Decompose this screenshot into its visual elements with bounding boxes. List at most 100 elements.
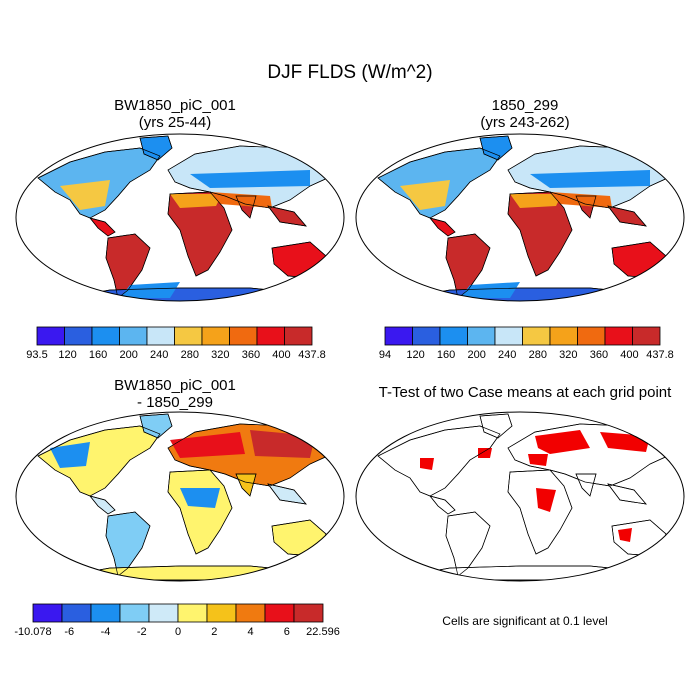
colorbar-box <box>264 603 295 623</box>
colorbar-box <box>90 603 121 623</box>
map-ttest <box>355 411 685 582</box>
coastline-samerica <box>105 511 151 577</box>
colorbar-tick-label: 94 <box>379 349 391 361</box>
colorbar-box <box>91 326 120 346</box>
colorbar-tick-label: -4 <box>101 626 111 638</box>
map-border <box>355 133 685 302</box>
colorbar-box <box>235 603 266 623</box>
region-west-canada <box>50 442 90 468</box>
colorbar-tick-label: 240 <box>498 349 516 361</box>
map-border <box>355 411 685 582</box>
significant-region-0 <box>535 430 590 454</box>
region-sahara <box>510 194 562 208</box>
region-siberia <box>190 170 310 188</box>
panel-title-case1: BW1850_piC_001 (yrs 25-44) <box>45 97 305 131</box>
colorbar-tick-label: 0 <box>175 626 181 638</box>
colorbar-tick-label: 240 <box>150 349 168 361</box>
panel-diff-subtitle: - 1850_299 <box>137 394 213 411</box>
colorbar-tick-label: -2 <box>137 626 147 638</box>
landmass-antarctica <box>49 565 316 581</box>
coastline-eurasia <box>507 145 673 209</box>
coastline-eurasia <box>507 423 673 487</box>
significant-region-3 <box>536 488 556 512</box>
colorbar-box <box>604 326 633 346</box>
colorbar-tick-label: 160 <box>89 349 107 361</box>
landmass-camerica <box>89 495 116 515</box>
colorbar-box <box>549 326 578 346</box>
colorbar-tick-label: 200 <box>467 349 485 361</box>
colorbar-box <box>119 326 148 346</box>
coastline-camerica <box>89 495 116 515</box>
map-case2 <box>355 133 685 302</box>
coastline-seasia <box>267 205 307 227</box>
panel-case1-years: (yrs 25-44) <box>138 114 212 131</box>
map-border <box>15 411 345 582</box>
land-group <box>37 135 333 301</box>
colorbar-tick-label: 93.5 <box>26 349 47 361</box>
colorbar-tick-label: 280 <box>181 349 199 361</box>
significant-region-5 <box>420 458 434 470</box>
map-case1 <box>15 133 345 302</box>
region-east-antarctic <box>460 282 520 298</box>
colorbar-box <box>467 326 496 346</box>
coastline-camerica <box>429 495 456 515</box>
coastline-eurasia <box>167 423 333 487</box>
coastline-greenland <box>479 135 513 161</box>
significant-region-4 <box>618 528 632 542</box>
colorbar-tick-label: 320 <box>211 349 229 361</box>
panel-case2-years: (yrs 243-262) <box>480 114 570 131</box>
coastline-camerica <box>429 217 456 237</box>
colorbar-box <box>201 326 230 346</box>
region-east-antarctic <box>120 282 180 298</box>
panel-title-diff: BW1850_piC_001 - 1850_299 <box>45 377 305 411</box>
coastline-africa <box>507 469 573 555</box>
colorbar-box <box>32 603 63 623</box>
figure-title: DJF FLDS (W/m^2) <box>267 62 433 83</box>
colorbar-tick-label: -10.078 <box>14 626 51 638</box>
coastline-india <box>235 195 257 219</box>
coastline-africa <box>507 191 573 277</box>
colorbar-tick-label: 120 <box>406 349 424 361</box>
land-group <box>37 413 333 581</box>
landmass-antarctica <box>389 565 656 581</box>
colorbar-tick-label: 400 <box>272 349 290 361</box>
coastline-seasia <box>607 205 647 227</box>
map-border <box>15 133 345 302</box>
coastline-namerica <box>37 147 161 219</box>
colorbar-box <box>119 603 150 623</box>
region-us-south <box>60 180 110 210</box>
colorbar-tick-label: 160 <box>437 349 455 361</box>
coastline-samerica <box>105 233 151 299</box>
landmass-australia <box>611 241 667 279</box>
colorbar-box <box>174 326 203 346</box>
colorbar-tick-label: 280 <box>529 349 547 361</box>
landmass-camerica <box>429 495 456 515</box>
landmass-australia <box>271 519 327 557</box>
colorbar-box <box>412 326 441 346</box>
coastline-india <box>575 195 597 219</box>
coastline-greenland <box>479 413 513 439</box>
panel-case2-name: 1850_299 <box>491 97 559 114</box>
colorbar-tick-label: 320 <box>559 349 577 361</box>
coastline-seasia <box>267 483 307 505</box>
coastline-samerica <box>445 233 491 299</box>
colorbar-box <box>146 326 175 346</box>
region-europe <box>170 432 245 458</box>
colorbar-box <box>293 603 324 623</box>
colorbar-case1: 93.5 120 160 200 240 280 320 360 400 437.8 <box>26 326 326 361</box>
colorbar-tick-label: 22.596 <box>306 626 340 638</box>
colorbar-tick-label: -6 <box>64 626 74 638</box>
coastline-africa <box>167 191 233 277</box>
colorbar-tick-label: 6 <box>284 626 290 638</box>
coastline-samerica <box>445 511 491 577</box>
coastline-greenland <box>139 135 173 161</box>
coastline-camerica <box>89 217 116 237</box>
landmass-antarctica <box>389 287 656 301</box>
coastline-india <box>235 473 257 497</box>
landmass-africa <box>507 469 573 555</box>
panel-title-case2: 1850_299 (yrs 243-262) <box>395 97 655 131</box>
colorbar-box <box>494 326 523 346</box>
land-group <box>377 413 673 581</box>
colorbar-box <box>256 326 285 346</box>
significance-note: Cells are significant at 0.1 level <box>442 614 608 628</box>
